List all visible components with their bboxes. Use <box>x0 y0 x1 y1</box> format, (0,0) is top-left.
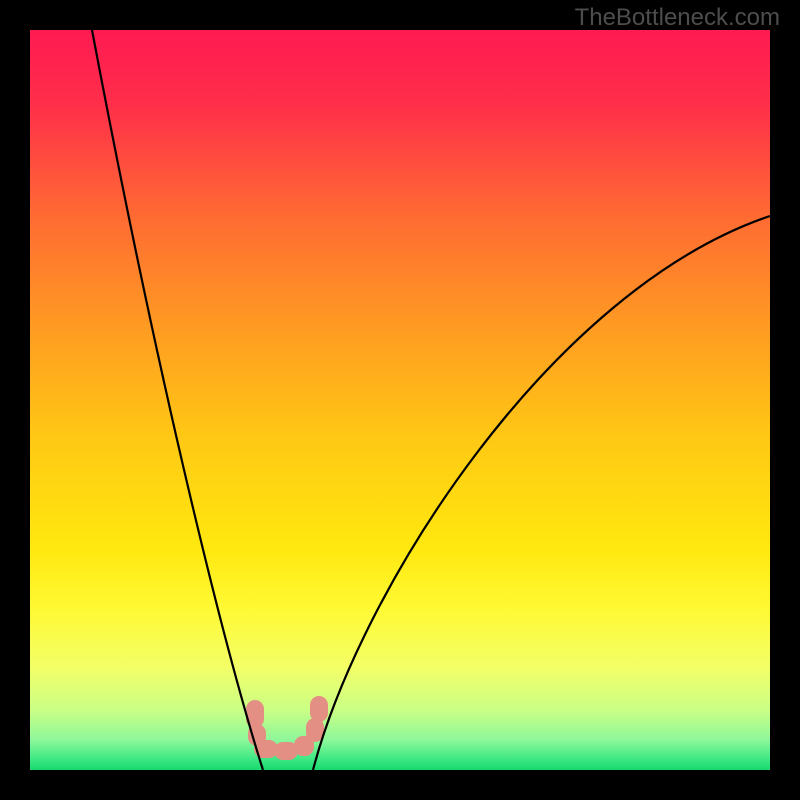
bottleneck-curve-right <box>313 216 770 770</box>
plot-area <box>30 30 770 770</box>
curve-layer <box>30 30 770 770</box>
bottleneck-curve-left <box>92 30 263 770</box>
watermark-text: TheBottleneck.com <box>575 4 780 32</box>
